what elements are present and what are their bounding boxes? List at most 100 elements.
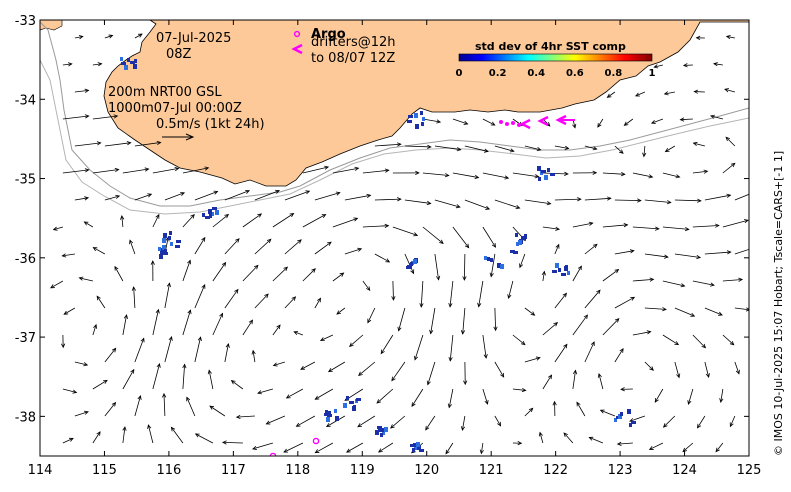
velocity-arrow-icon <box>257 388 273 395</box>
velocity-arrow-icon <box>74 141 102 147</box>
sst-patch <box>408 115 413 118</box>
velocity-arrow-icon <box>131 286 136 309</box>
velocity-arrow-icon <box>482 118 496 126</box>
sst-patch <box>561 273 566 276</box>
velocity-arrow-icon <box>242 319 253 336</box>
x-tick-label: 119 <box>350 463 375 478</box>
velocity-arrow-icon <box>554 145 570 150</box>
velocity-arrow-icon <box>722 277 744 282</box>
velocity-arrow-icon <box>129 239 136 255</box>
velocity-arrow-icon <box>614 348 624 363</box>
velocity-arrow-icon <box>251 349 256 363</box>
velocity-arrow-icon <box>344 247 363 255</box>
velocity-arrow-icon <box>663 91 675 96</box>
velocity-arrow-icon <box>674 361 681 379</box>
sst-patch <box>413 443 416 447</box>
velocity-arrow-icon <box>207 369 214 390</box>
sst-patch <box>555 263 559 268</box>
velocity-arrow-icon <box>74 196 90 201</box>
sst-patch <box>356 398 361 401</box>
velocity-arrow-icon <box>434 199 461 209</box>
sst-patch <box>169 231 172 235</box>
velocity-arrow-icon <box>254 293 269 309</box>
velocity-arrow-icon <box>692 334 707 349</box>
velocity-arrow-icon <box>704 250 732 255</box>
velocity-arrow-icon <box>230 380 244 390</box>
velocity-arrow-icon <box>152 166 180 174</box>
velocity-arrow-icon <box>447 388 454 409</box>
velocity-arrow-icon <box>584 243 598 255</box>
sst-patch <box>162 238 166 243</box>
velocity-arrow-icon <box>83 221 94 228</box>
velocity-arrow-icon <box>482 172 510 180</box>
velocity-arrow-icon <box>61 253 75 258</box>
drifter-legend-icon <box>291 43 303 55</box>
sst-patch <box>175 245 180 248</box>
velocity-arrow-icon <box>209 405 226 417</box>
velocity-arrow-icon <box>52 226 63 231</box>
velocity-arrow-icon <box>452 172 480 180</box>
sst-patch <box>127 58 130 62</box>
velocity-arrow-icon <box>632 330 652 336</box>
sst-patch <box>407 120 412 123</box>
velocity-arrow-icon <box>422 226 444 244</box>
credit-text: © IMOS 10-Jul-2025 15:07 Hobart; Tscale=… <box>772 151 785 456</box>
colorbar-tick-label: 0.6 <box>566 68 584 79</box>
sst-patch <box>541 170 546 173</box>
velocity-arrow-icon <box>692 169 709 174</box>
velocity-arrow-icon <box>623 118 634 126</box>
velocity-arrow-icon <box>358 361 376 377</box>
velocity-arrow-icon <box>96 295 106 309</box>
velocity-arrow-icon <box>725 136 736 147</box>
velocity-arrow-icon <box>336 307 346 315</box>
velocity-arrow-icon <box>374 142 402 147</box>
velocity-arrow-icon <box>134 33 143 39</box>
velocity-arrow-icon <box>284 296 297 309</box>
argo-label: Argo <box>311 27 346 42</box>
velocity-arrow-icon <box>542 171 569 176</box>
velocity-arrow-icon <box>634 91 646 97</box>
sst-patch <box>158 247 161 251</box>
velocity-arrow-icon <box>704 193 732 201</box>
velocity-arrow-icon <box>662 226 690 232</box>
velocity-arrow-icon <box>120 215 125 228</box>
x-tick-label: 123 <box>608 463 633 478</box>
velocity-arrow-icon <box>662 172 681 179</box>
velocity-arrow-icon <box>507 280 514 300</box>
y-tick-label: -36 <box>15 252 36 267</box>
velocity-arrow-icon <box>554 197 582 202</box>
velocity-arrow-icon <box>284 239 302 255</box>
velocity-arrow-icon <box>494 199 521 210</box>
velocity-arrow-icon <box>584 145 598 151</box>
velocity-arrow-icon <box>254 189 281 201</box>
velocity-arrow-icon <box>391 361 406 382</box>
velocity-arrow-icon <box>687 388 694 405</box>
velocity-arrow-icon <box>576 401 586 417</box>
velocity-arrow-icon <box>632 277 655 282</box>
velocity-arrow-icon <box>411 388 424 408</box>
velocity-arrow-icon <box>662 334 680 346</box>
velocity-arrow-icon <box>734 193 749 201</box>
sst-patch <box>324 413 329 416</box>
sst-patch <box>420 111 423 115</box>
velocity-arrow-icon <box>150 260 155 282</box>
velocity-arrow-icon <box>285 388 304 399</box>
velocity-arrow-icon <box>357 415 376 428</box>
velocity-arrow-icon <box>170 426 184 444</box>
plot-frame <box>39 19 750 457</box>
velocity-arrow-icon <box>572 265 582 282</box>
depth-line-2: 1000m07-Jul 00:00Z <box>108 101 242 116</box>
argo-float-icon[interactable] <box>312 437 320 445</box>
sst-patch <box>618 414 622 419</box>
velocity-arrow-icon <box>429 307 436 335</box>
velocity-arrow-icon <box>300 361 316 370</box>
velocity-arrow-icon <box>391 280 396 301</box>
velocity-arrow-icon <box>314 241 332 255</box>
velocity-arrow-icon <box>692 141 705 147</box>
velocity-arrow-icon <box>644 307 667 312</box>
sst-patch <box>421 122 424 126</box>
sst-patch <box>515 233 518 237</box>
velocity-arrow-icon <box>650 118 664 124</box>
velocity-arrow-icon <box>493 307 498 332</box>
sst-patch <box>537 166 541 171</box>
